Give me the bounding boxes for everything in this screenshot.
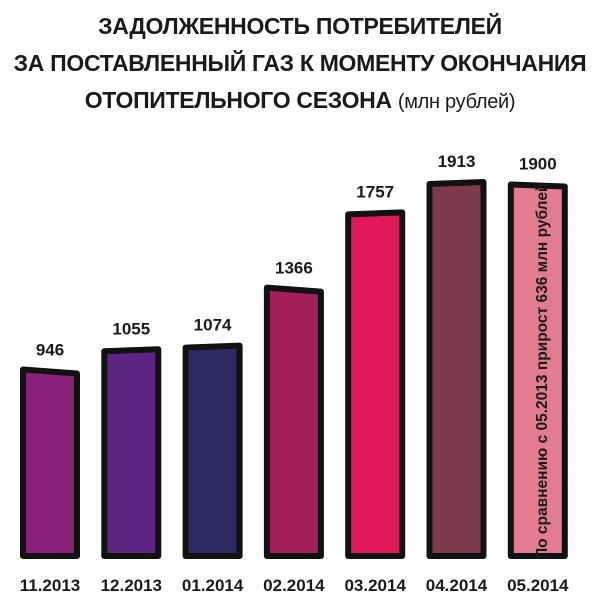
bar-12.2013: [101, 346, 162, 559]
tick-label-04.2014: 04.2014: [426, 576, 488, 595]
value-label-11.2013: 946: [36, 341, 64, 360]
bar-05.2014: [507, 181, 568, 559]
bar-01.2014: [182, 342, 243, 559]
tick-label-11.2013: 11.2013: [20, 576, 81, 595]
tick-label-02.2014: 02.2014: [263, 576, 325, 595]
title-line-3-text: ОТОПИТЕЛЬНОГО СЕЗОНА: [84, 87, 392, 113]
title-line-2: ЗА ПОСТАВЛЕННЫЙ ГАЗ К МОМЕНТУ ОКОНЧАНИЯ: [13, 50, 587, 76]
bar-04.2014: [426, 178, 487, 559]
value-label-12.2013: 1055: [112, 319, 150, 338]
title-unit: (млн рублей): [397, 91, 516, 113]
tick-label-12.2013: 12.2013: [101, 576, 162, 595]
annotation-label: По сравнению с 05.2013 прирост 636 млн р…: [534, 183, 551, 559]
value-label-04.2014: 1913: [438, 152, 476, 171]
value-label-03.2014: 1757: [356, 182, 394, 201]
bar-03.2014: [345, 209, 406, 559]
value-label-02.2014: 1366: [275, 259, 313, 278]
tick-label-01.2014: 01.2014: [182, 576, 244, 595]
chart-title: ЗАДОЛЖЕННОСТЬ ПОТРЕБИТЕЛЕЙ ЗА ПОСТАВЛЕНН…: [0, 8, 600, 121]
value-label-05.2014: 1900: [519, 155, 557, 174]
value-label-01.2014: 1074: [194, 316, 232, 335]
title-line-1: ЗАДОЛЖЕННОСТЬ ПОТРЕБИТЕЛЕЙ: [98, 13, 502, 39]
bar-02.2014: [263, 284, 324, 559]
bar-11.2013: [20, 366, 80, 559]
tick-label-03.2014: 03.2014: [344, 576, 406, 595]
tick-label-05.2014: 05.2014: [507, 576, 569, 595]
title-line-3: ОТОПИТЕЛЬНОГО СЕЗОНА (млн рублей): [0, 82, 600, 121]
